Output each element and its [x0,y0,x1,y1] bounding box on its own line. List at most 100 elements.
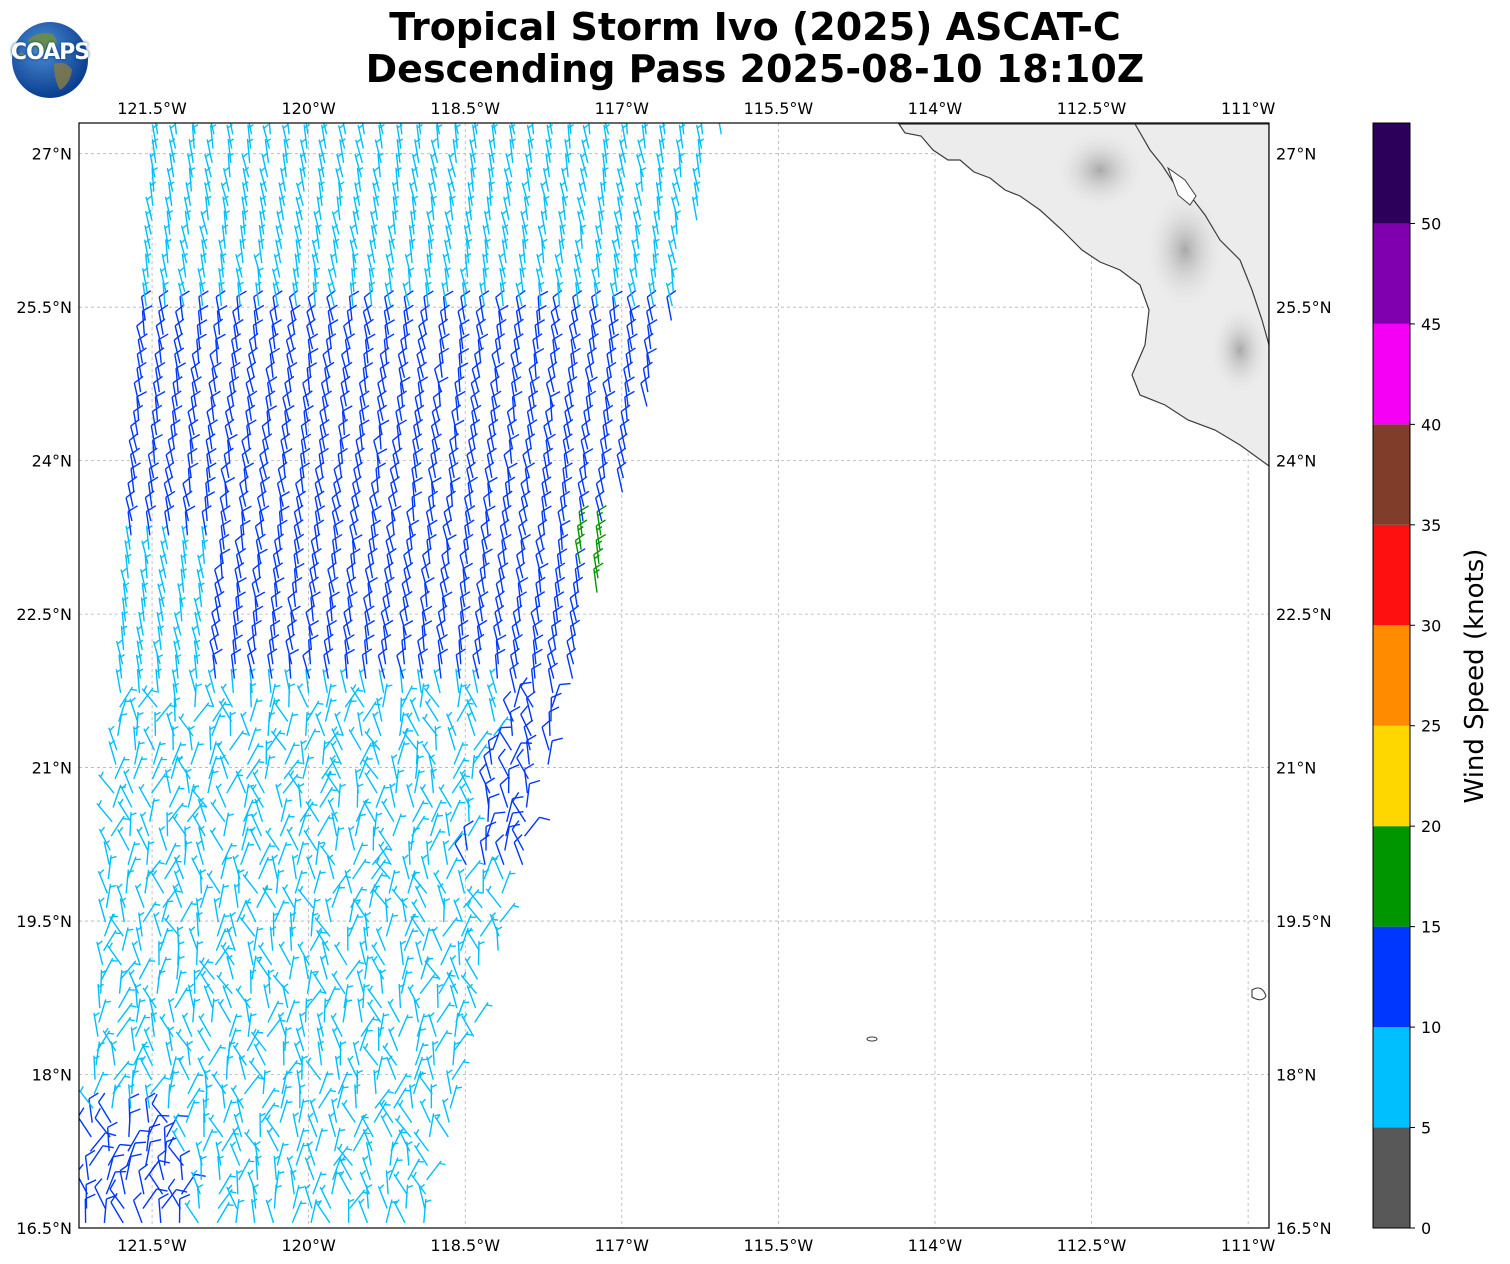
wind-barb-staff [595,483,604,507]
wind-barb-staff [361,654,367,679]
wind-barb-half-feather [104,840,111,845]
wind-barb-staff [330,742,343,765]
wind-barb-staff [136,354,143,378]
wind-barb-staff [466,699,477,722]
wind-barb [300,447,311,479]
wind-barb-feather [454,419,465,427]
wind-barb-staff [502,497,509,522]
wind-barb-half-feather [376,812,383,816]
wind-barb-staff [562,440,569,464]
wind-barb-staff [459,611,464,636]
wind-barb-staff [284,382,291,407]
wind-barb [292,898,302,923]
wind-barb-staff [105,1171,116,1195]
wind-barb [554,576,566,608]
wind-barb [159,1013,174,1038]
wind-barb-staff [431,411,440,436]
wind-barb-staff [431,482,435,507]
wind-barb-half-feather [189,725,195,730]
wind-barb-staff [228,1013,238,1037]
wind-barb-staff [349,1189,366,1209]
wind-barb-feather [541,476,552,484]
wind-barb-staff [119,686,134,708]
wind-barb-half-feather [258,760,265,764]
wind-barb-half-feather [94,1012,100,1017]
wind-barb-staff [486,684,497,708]
wind-barb [173,639,180,665]
wind-barb-staff [360,1016,375,1038]
wind-barb-feather [396,647,406,657]
wind-barb-staff [327,282,335,307]
wind-barb-staff [151,411,158,436]
wind-barb-staff [170,755,179,780]
wind-barb [375,462,387,493]
wind-barb-staff [441,282,448,307]
wind-barb-staff [328,583,334,608]
wind-barb [428,1113,440,1138]
wind-barb [373,433,383,464]
wind-barb-staff [147,454,155,479]
wind-barb [236,899,252,923]
wind-barb-feather [530,604,541,614]
wind-barb [513,318,524,350]
wind-barb [428,1012,437,1037]
wind-barb [438,347,450,378]
wind-barb-feather [463,820,474,828]
wind-barb-half-feather [305,1155,312,1161]
wind-barb-staff [136,325,145,350]
wind-barb [393,1087,411,1109]
wind-barb [501,870,516,894]
wind-barb-staff [325,339,332,364]
wind-barb-staff [547,640,556,665]
wind-barb [313,519,325,550]
wind-barb-staff [295,239,301,264]
wind-barb-feather [562,433,573,441]
wind-barb-staff [281,454,286,479]
wind-barb-staff [364,611,370,636]
wind-barb-staff [273,540,281,565]
wind-barb-staff [206,872,221,894]
wind-barb [278,941,292,966]
wind-barb-feather [402,590,413,599]
wind-barb-staff [122,583,128,608]
wind-barb [147,1114,170,1138]
wind-barb-half-feather [423,741,429,748]
wind-barb [437,605,448,636]
wind-barb-staff [111,1084,117,1109]
wind-barb [292,1112,300,1138]
wind-barb-staff [352,483,360,507]
wind-barb-half-feather [342,1086,349,1089]
wind-barb-staff [470,383,479,407]
wind-barb-feather [384,576,395,584]
wind-barb-feather [190,390,201,398]
wind-barb-staff [591,296,597,321]
wind-barb-staff [478,296,485,321]
wind-barb [436,1002,455,1023]
wind-barb-staff [174,987,188,1009]
wind-barb-half-feather [231,1141,237,1147]
wind-barb [165,238,172,264]
wind-barb-staff [344,654,348,679]
wind-barb-half-feather [483,267,490,272]
wind-barb-staff [117,801,132,823]
wind-barb-feather [370,519,382,527]
wind-barb-staff [407,870,416,894]
wind-barb-staff [155,702,173,722]
wind-barb-staff [437,884,446,908]
wind-barb-staff [457,368,461,393]
wind-barb-feather [481,533,492,541]
wind-barb-staff [253,1043,266,1066]
wind-barb [200,252,207,278]
wind-barb [220,461,231,493]
wind-barb-staff [408,525,413,550]
wind-barb-feather [516,748,524,759]
wind-barb-staff [220,855,228,880]
wind-barb [403,290,414,321]
wind-barb-staff [398,727,409,751]
wind-barb [295,1026,305,1052]
wind-barb-staff [255,282,260,307]
wind-barb-feather [402,620,414,627]
wind-barb-half-feather [125,553,132,559]
wind-barb-staff [97,984,101,1009]
wind-barb-staff [373,440,381,464]
